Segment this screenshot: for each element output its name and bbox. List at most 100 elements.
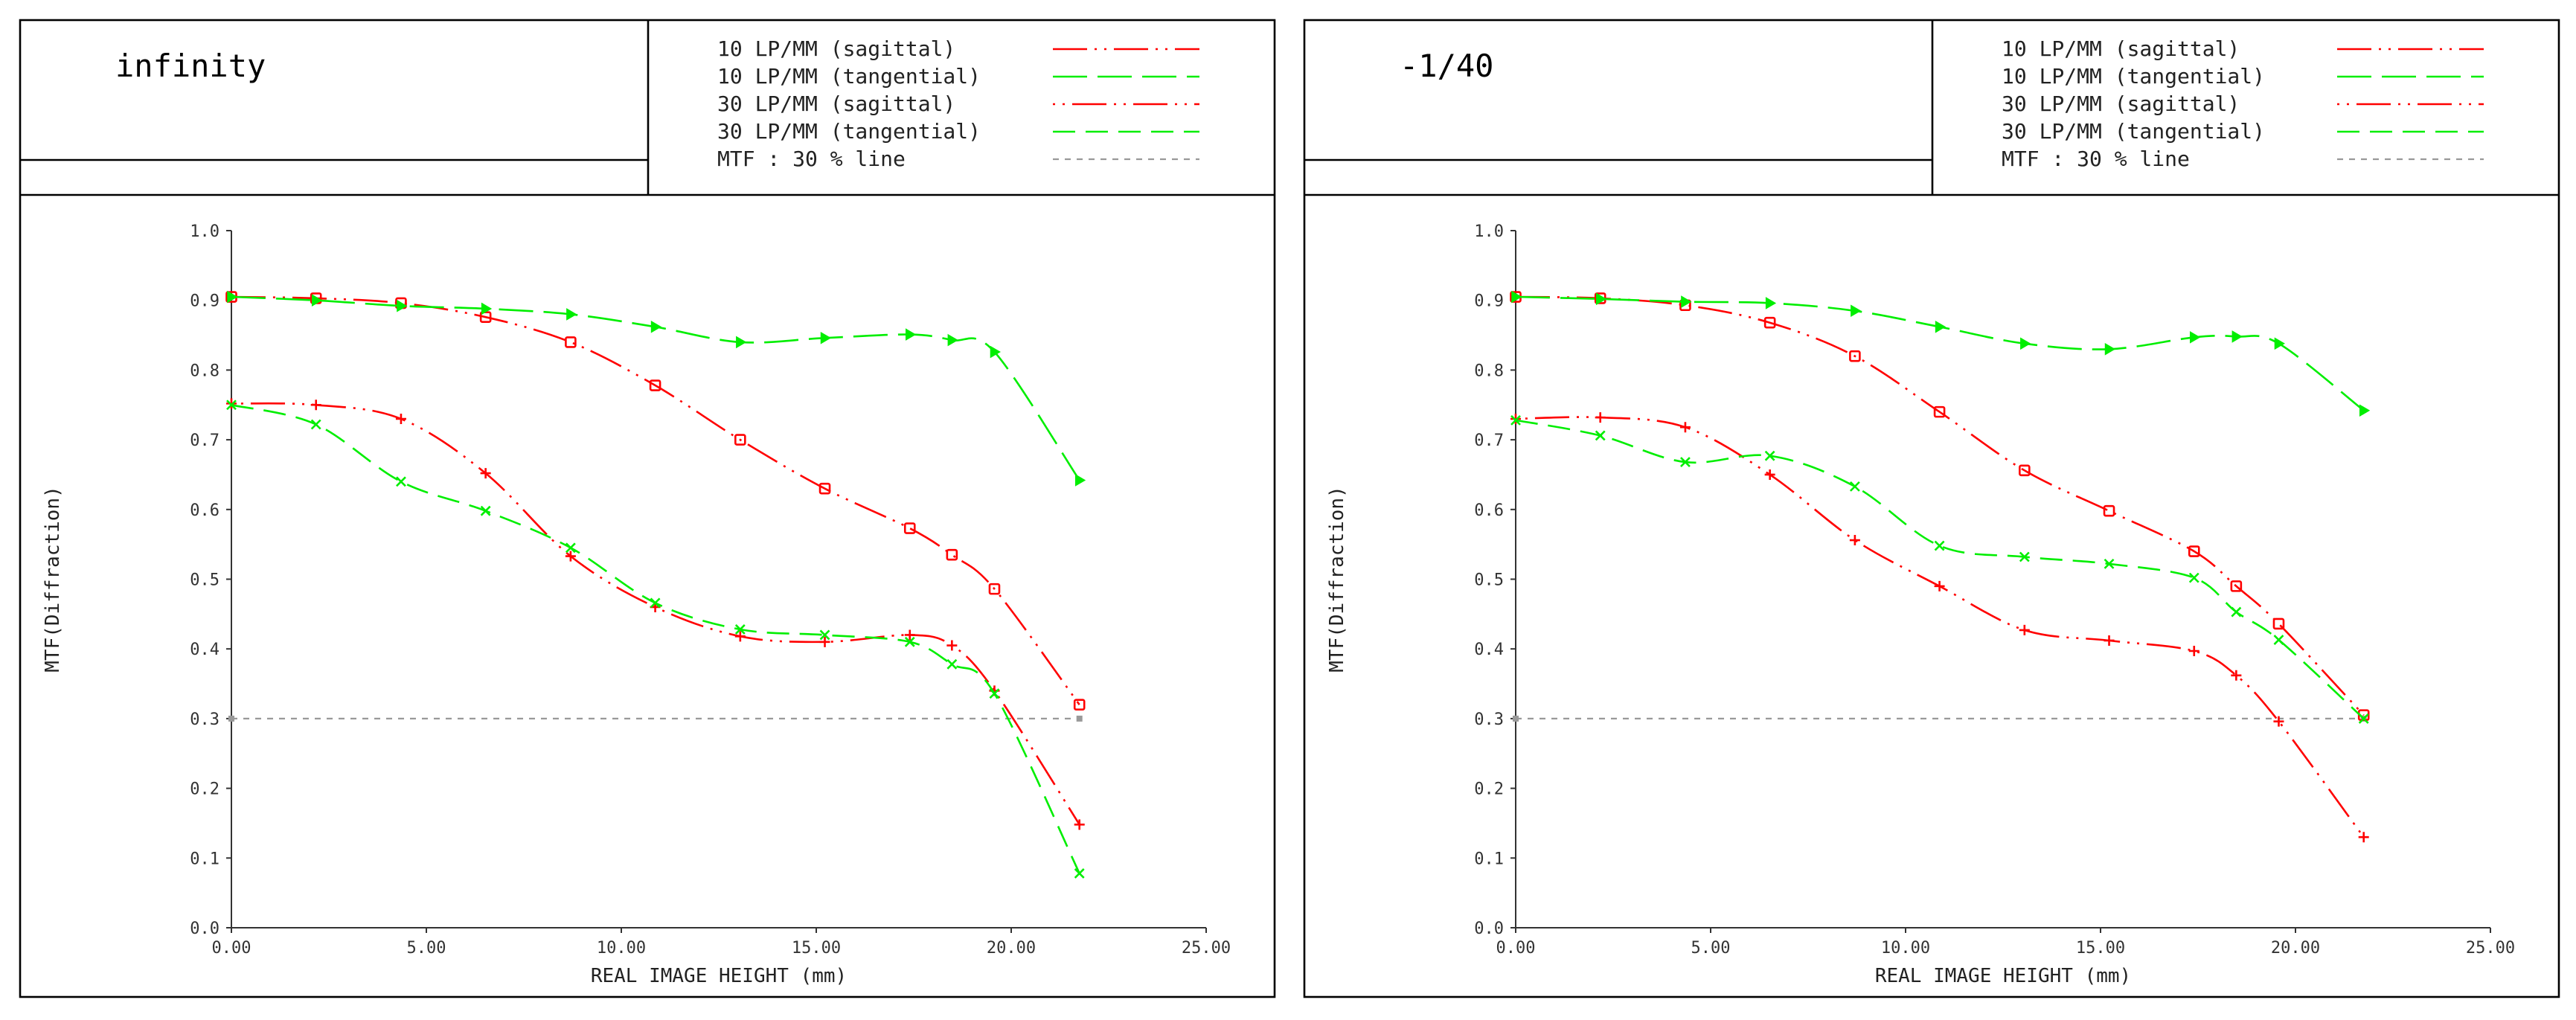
y-tick-label: 0.6: [190, 501, 220, 520]
legend-label: 10 LP/MM (tangential): [2002, 64, 2265, 89]
data-point: [2231, 606, 2242, 618]
y-tick-label: 0.5: [190, 571, 220, 590]
legend-item: 10 LP/MM (tangential): [717, 64, 1199, 89]
legend-label: 30 LP/MM (sagittal): [717, 92, 955, 116]
series-4: [1510, 414, 2369, 724]
data-point: [1764, 469, 1775, 480]
y-axis-label: MTF(Diffraction): [1326, 486, 1348, 672]
series-line: [1515, 295, 2365, 411]
data-point: [736, 336, 747, 349]
series-line: [1515, 419, 2365, 719]
data-point: [227, 290, 238, 304]
data-point: [1935, 321, 1947, 333]
mtf-30-marker: [1076, 715, 1083, 722]
y-axis-label: MTF(Diffraction): [42, 486, 64, 672]
y-tick-label: 0.1: [1474, 850, 1504, 868]
data-point: [2358, 713, 2369, 724]
data-point: [1510, 413, 1521, 424]
y-tick-label: 0.9: [1474, 292, 1504, 311]
data-point: [1680, 457, 1691, 468]
data-point: [2272, 618, 2285, 630]
data-point: [481, 302, 493, 315]
data-point: [226, 400, 237, 411]
y-tick-label: 0.5: [1474, 571, 1504, 590]
data-point: [2103, 504, 2115, 517]
data-point: [2188, 572, 2199, 583]
chart-title: -1/40: [1400, 48, 1493, 84]
data-point: [480, 505, 491, 516]
series-line: [231, 295, 1080, 481]
data-point: [650, 597, 661, 609]
x-tick-label: 10.00: [1881, 939, 1930, 958]
legend-item: 10 LP/MM (sagittal): [2002, 36, 2484, 61]
data-point: [565, 551, 576, 562]
legend: 10 LP/MM (sagittal) 10 LP/MM (tangential)…: [2002, 36, 2484, 171]
legend-label: 10 LP/MM (tangential): [717, 64, 981, 89]
x-tick-label: 20.00: [2271, 939, 2320, 958]
data-point: [904, 636, 915, 647]
x-axis-label: REAL IMAGE HEIGHT (mm): [1875, 965, 2131, 987]
data-point: [947, 333, 958, 347]
series-line: [1515, 416, 2365, 838]
legend-label: MTF : 30 % line: [717, 147, 906, 171]
data-point: [1074, 474, 1086, 487]
legend-item: MTF : 30 % line: [2002, 147, 2484, 171]
x-tick-label: 5.00: [407, 939, 446, 958]
data-point: [395, 413, 406, 424]
data-point: [2358, 832, 2369, 843]
y-tick-label: 0.3: [1474, 711, 1504, 729]
data-point: [818, 482, 831, 495]
legend-item: 30 LP/MM (sagittal): [2002, 92, 2484, 116]
data-point: [565, 336, 577, 348]
data-point: [1849, 350, 1861, 362]
data-point: [2019, 624, 2030, 635]
legend-label: 30 LP/MM (tangential): [2002, 119, 2265, 144]
data-point: [1764, 450, 1775, 461]
chart-title: infinity: [115, 48, 266, 84]
data-point: [566, 308, 577, 321]
series-1: [1510, 291, 2370, 722]
data-point: [989, 688, 1000, 699]
data-point: [310, 400, 321, 411]
x-tick-label: 25.00: [2466, 939, 2515, 958]
series-4: [226, 400, 1085, 879]
y-tick-label: 0.2: [190, 780, 220, 799]
data-point: [565, 542, 576, 554]
data-point: [946, 658, 958, 670]
data-point: [2274, 337, 2285, 350]
y-tick-label: 0.0: [190, 920, 220, 938]
legend-label: 30 LP/MM (sagittal): [2002, 92, 2240, 116]
data-point: [1511, 290, 1522, 304]
data-point: [820, 331, 832, 344]
legend-item: 30 LP/MM (tangential): [2002, 119, 2484, 144]
y-tick-label: 1.0: [1474, 222, 1504, 241]
data-point: [2019, 551, 2030, 562]
data-point: [904, 629, 915, 641]
data-point: [734, 434, 746, 446]
legend-label: 10 LP/MM (sagittal): [2002, 36, 2240, 61]
y-tick-label: 0.3: [190, 711, 220, 729]
mtf-30-marker: [1513, 715, 1519, 722]
data-point: [903, 522, 916, 534]
panel-infinity: infinity 10 LP/MM (sagittal) 10 LP/MM (tan…: [19, 19, 1276, 998]
data-point: [1073, 699, 1086, 711]
data-point: [1510, 414, 1521, 426]
x-tick-label: 20.00: [987, 939, 1036, 958]
data-point: [1074, 867, 1085, 879]
data-point: [396, 476, 406, 487]
y-tick-label: 0.9: [190, 292, 220, 311]
data-point: [2359, 404, 2371, 417]
data-point: [946, 640, 958, 651]
series-2: [227, 290, 1086, 487]
data-point: [1934, 580, 1945, 591]
data-point: [946, 548, 958, 561]
series-line: [231, 404, 1080, 874]
x-tick-label: 25.00: [1182, 939, 1231, 958]
data-point: [734, 631, 746, 642]
data-point: [1933, 405, 1946, 418]
y-tick-label: 0.1: [190, 850, 220, 868]
data-point: [2104, 342, 2116, 356]
series-line: [1515, 295, 2365, 716]
legend-item: 30 LP/MM (sagittal): [717, 92, 1199, 116]
y-tick-label: 0.8: [190, 362, 220, 380]
